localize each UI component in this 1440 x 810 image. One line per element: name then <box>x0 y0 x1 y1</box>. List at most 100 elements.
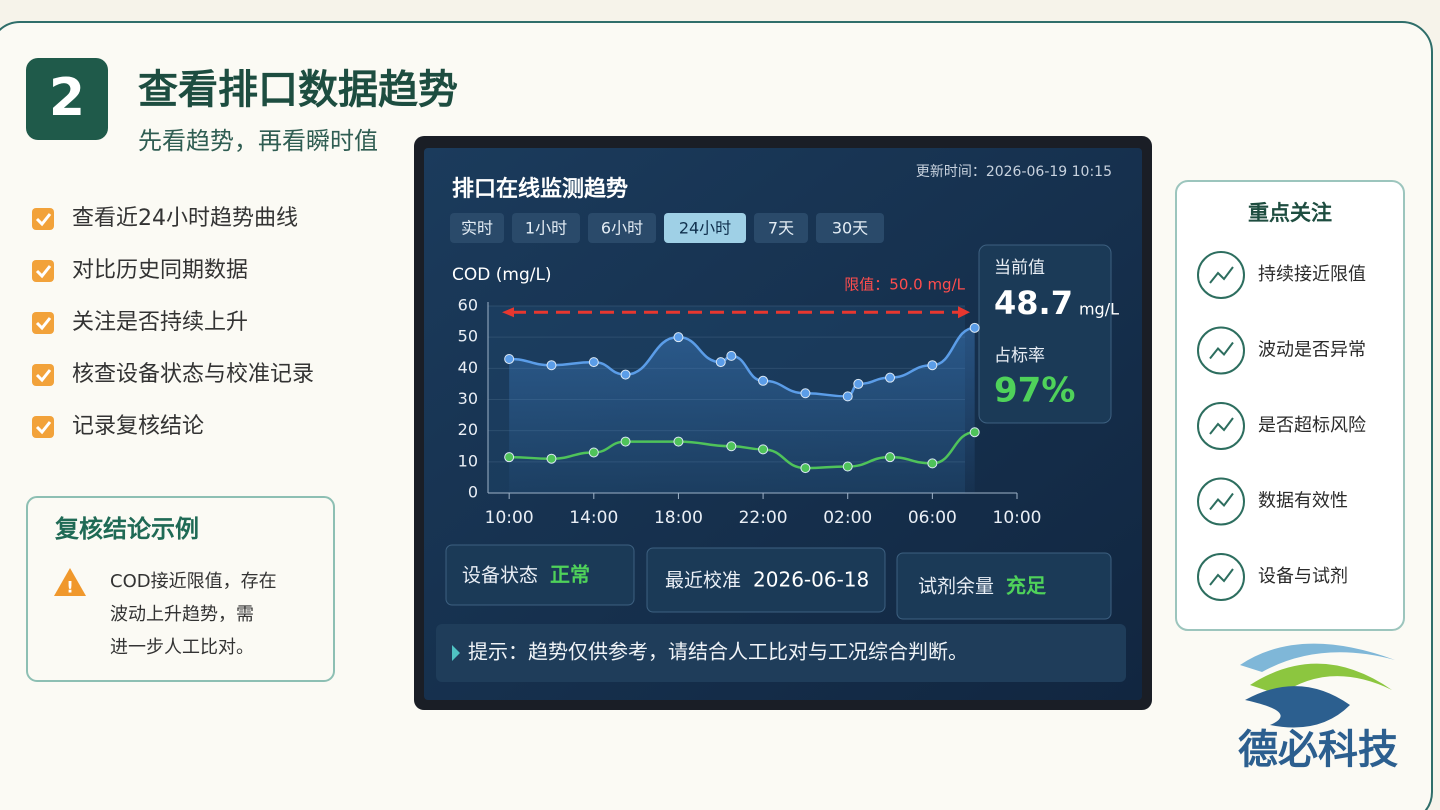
warning-icon <box>54 568 86 596</box>
conclusion-text: COD接近限值，存在 <box>110 571 277 592</box>
update-time: 更新时间：2026-06-19 10:15 <box>916 164 1112 180</box>
checklist-item: 查看近24小时趋势曲线 <box>72 206 298 231</box>
tab[interactable] <box>588 213 656 243</box>
tab[interactable] <box>664 213 746 243</box>
threshold-arrow <box>958 306 970 319</box>
tab-label[interactable]: 24小时 <box>679 219 731 238</box>
focus-box <box>1175 180 1405 631</box>
status-card <box>445 544 635 606</box>
focus-glyph <box>1209 417 1234 435</box>
x-tick-label: 10:00 <box>485 508 534 528</box>
ratio-value: 97% <box>994 371 1075 411</box>
tab-label[interactable]: 6小时 <box>601 219 643 238</box>
tab[interactable] <box>450 213 504 243</box>
tab-label[interactable]: 7天 <box>768 219 794 238</box>
tab-label[interactable]: 30天 <box>832 219 868 238</box>
check <box>35 317 52 331</box>
x-tick-label: 14:00 <box>569 508 618 528</box>
check <box>35 369 52 383</box>
data-point <box>504 353 515 364</box>
y-tick-label: 40 <box>458 358 478 377</box>
conclusion-text: 进一步人工比对。 <box>110 637 254 658</box>
badge-box <box>26 58 108 140</box>
checkbox <box>32 208 54 230</box>
x-tick-label: 02:00 <box>823 508 872 528</box>
focus-item: 持续接近限值 <box>1258 264 1366 285</box>
tip-bar <box>436 624 1126 682</box>
checkbox <box>32 416 54 438</box>
focus-item: 设备与试剂 <box>1258 566 1348 587</box>
tab[interactable] <box>816 213 884 243</box>
checkbox <box>32 312 54 334</box>
focus-item: 数据有效性 <box>1258 491 1348 512</box>
status-label: 设备状态 <box>462 565 538 587</box>
data-point <box>842 391 853 402</box>
conclusion-title: 复核结论示例 <box>54 515 199 543</box>
check <box>35 213 52 227</box>
y-tick-label: 0 <box>468 483 478 502</box>
y-tick-label: 50 <box>458 327 478 346</box>
y-tick-label: 10 <box>458 451 478 470</box>
page-title: 查看排口数据趋势 <box>138 67 458 113</box>
tab[interactable] <box>512 213 580 243</box>
conclusion-box <box>26 496 335 682</box>
data-point <box>969 322 980 333</box>
data-point <box>726 350 737 361</box>
x-tick-label: 22:00 <box>739 508 788 528</box>
focus-icon <box>1197 402 1245 450</box>
data-point <box>969 427 980 438</box>
data-point <box>885 452 896 463</box>
data-point <box>620 369 631 380</box>
status-value: 充足 <box>1006 574 1047 598</box>
data-point <box>758 444 769 455</box>
tab-label[interactable]: 1小时 <box>525 219 567 238</box>
logo-mark <box>1240 643 1395 728</box>
threshold-arrow <box>502 307 514 318</box>
data-point <box>673 436 684 447</box>
y-tick-label: 60 <box>458 296 478 315</box>
tab-label[interactable]: 实时 <box>461 219 493 238</box>
focus-glyph <box>1209 341 1234 360</box>
focus-glyph <box>1209 568 1234 586</box>
series-area <box>509 327 975 493</box>
focus-glyph <box>1209 266 1234 284</box>
page-subtitle: 先看趋势，再看瞬时值 <box>138 127 378 155</box>
y-tick-label: 20 <box>458 420 478 439</box>
status-card <box>646 547 886 613</box>
status-value: 2026-06-18 <box>753 568 869 592</box>
status-value: 正常 <box>550 563 590 587</box>
y-tick-label: 30 <box>458 389 478 408</box>
data-point <box>885 372 896 383</box>
data-point <box>588 447 599 458</box>
checklist-item: 核查设备状态与校准记录 <box>72 362 314 387</box>
focus-icon <box>1197 326 1245 375</box>
data-point <box>620 436 631 447</box>
checkbox <box>32 260 54 282</box>
checklist-item: 对比历史同期数据 <box>72 258 248 283</box>
data-point <box>715 357 726 368</box>
status-label: 最近校准 <box>665 570 741 592</box>
focus-glyph <box>1209 492 1234 511</box>
focus-item: 是否超标风险 <box>1258 415 1366 436</box>
check <box>35 421 52 435</box>
focus-title: 重点关注 <box>1248 201 1332 225</box>
current-label: 当前值 <box>994 258 1045 278</box>
warning-mark: ! <box>66 578 73 597</box>
data-point <box>800 388 811 399</box>
status-card <box>896 552 1112 620</box>
x-tick-label: 06:00 <box>908 508 957 528</box>
data-point <box>673 332 684 343</box>
x-tick-label: 18:00 <box>654 508 703 528</box>
ratio-label: 占标率 <box>994 346 1045 366</box>
tab[interactable] <box>754 213 808 243</box>
current-unit: mg/L <box>1079 300 1119 319</box>
data-point <box>588 357 599 368</box>
data-point <box>546 360 557 371</box>
focus-icon <box>1197 553 1245 601</box>
checkbox <box>32 364 54 386</box>
data-point <box>800 463 811 474</box>
focus-icon <box>1197 477 1245 526</box>
data-point <box>546 453 557 464</box>
